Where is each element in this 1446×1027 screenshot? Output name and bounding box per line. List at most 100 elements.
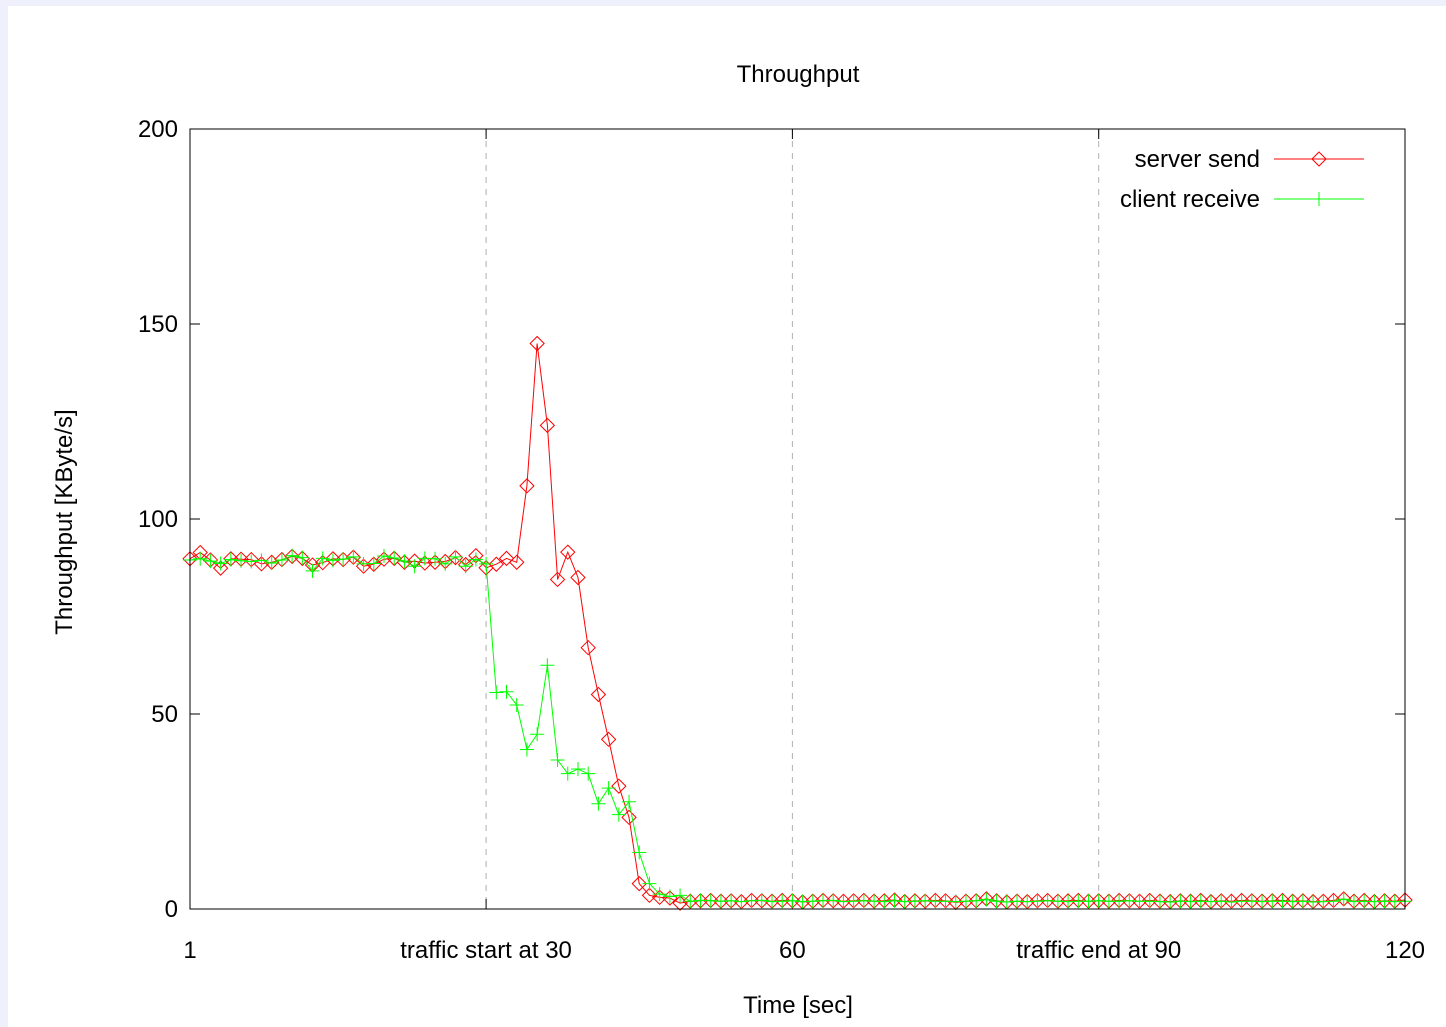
data-point-marker <box>581 766 596 781</box>
data-point-marker <box>570 761 585 776</box>
series-line <box>189 555 1406 903</box>
data-point-marker <box>877 894 892 909</box>
chart-canvas: Throughput Time [sec] Throughput [KByte/… <box>8 6 1446 1027</box>
data-point-marker <box>969 893 984 908</box>
data-point-marker <box>549 571 566 588</box>
data-point-marker <box>499 684 514 699</box>
data-point-marker <box>754 893 769 908</box>
data-point-marker <box>1312 192 1326 206</box>
data-point-marker <box>683 894 698 909</box>
data-point-marker <box>632 845 647 860</box>
y-axis-label: Throughput [KByte/s] <box>51 409 78 634</box>
data-point-marker <box>244 554 259 569</box>
data-point-marker <box>223 552 238 567</box>
data-point-marker <box>345 549 362 565</box>
data-point-marker <box>498 550 515 567</box>
data-point-marker <box>560 544 576 560</box>
data-point-marker <box>611 807 626 822</box>
data-point-marker <box>999 894 1014 909</box>
data-point-marker <box>264 556 279 571</box>
data-point-marker <box>346 549 361 564</box>
data-point-marker <box>1214 894 1229 909</box>
data-point-marker <box>887 893 902 908</box>
data-point-marker <box>284 548 300 565</box>
data-point-marker <box>580 639 596 656</box>
data-point-marker <box>315 551 330 566</box>
data-point-marker <box>448 549 463 564</box>
data-point-marker <box>428 551 443 566</box>
y-tick-label: 100 <box>138 506 178 533</box>
y-tick-label: 150 <box>138 311 178 338</box>
data-point-marker <box>825 893 841 909</box>
data-point-marker <box>468 552 483 567</box>
data-point-marker <box>254 553 269 568</box>
throughput-chart: Throughput Time [sec] Throughput [KByte/… <box>51 61 1425 1019</box>
data-point-marker <box>458 559 473 574</box>
data-point-marker <box>611 778 627 794</box>
x-tick-label: 120 <box>1385 937 1425 964</box>
y-tick-label: 200 <box>138 116 178 143</box>
data-point-marker <box>641 887 658 904</box>
data-point-marker <box>489 685 504 700</box>
series-line <box>189 343 1406 904</box>
data-point-marker <box>387 551 402 565</box>
data-point-marker <box>203 554 218 569</box>
data-point-marker <box>1336 892 1351 907</box>
data-point-marker <box>325 553 340 568</box>
data-point-marker <box>407 559 422 574</box>
data-point-marker <box>447 549 464 566</box>
data-point-marker <box>734 894 749 909</box>
data-point-marker <box>488 556 505 572</box>
data-point-marker <box>193 551 208 566</box>
data-point-marker <box>540 658 555 673</box>
data-point-marker <box>274 552 289 567</box>
data-point-marker <box>1326 894 1341 909</box>
data-point-marker <box>1224 894 1239 909</box>
x-axis-label: Time [sec] <box>743 992 853 1019</box>
data-point-marker <box>673 888 688 903</box>
data-point-marker <box>560 766 575 781</box>
series-0 <box>182 335 1413 911</box>
data-point-marker <box>785 893 800 908</box>
data-point-marker <box>305 563 320 578</box>
data-point-marker <box>1311 151 1327 167</box>
data-point-marker <box>509 698 524 713</box>
data-point-marker <box>590 686 607 703</box>
data-point-marker <box>652 887 667 902</box>
data-point-marker <box>519 478 535 494</box>
data-point-marker <box>234 553 249 568</box>
x-tick-label: traffic start at 30 <box>400 937 572 964</box>
data-point-marker <box>376 549 391 564</box>
data-point-marker <box>826 893 841 908</box>
data-point-marker <box>397 554 412 569</box>
x-tick-label: 60 <box>779 937 806 964</box>
y-tick-label: 0 <box>165 896 178 923</box>
legend-label: client receive <box>1120 186 1260 213</box>
plot-frame <box>189 128 1406 910</box>
data-point-marker <box>591 796 606 811</box>
data-point-marker <box>366 556 381 571</box>
data-point-marker <box>601 781 616 796</box>
data-point-marker <box>989 894 1004 909</box>
data-point-marker <box>631 875 647 892</box>
data-point-marker <box>213 556 228 571</box>
data-point-marker <box>438 556 453 571</box>
grid-lines <box>485 129 1100 909</box>
data-point-marker <box>212 560 229 576</box>
legend: server send client receive <box>1120 146 1364 213</box>
data-point-marker <box>724 893 739 908</box>
data-point-marker <box>509 554 525 570</box>
data-point-marker <box>529 335 545 352</box>
data-point-marker <box>622 794 637 809</box>
legend-label: server send <box>1135 146 1260 173</box>
chart-title: Throughput <box>737 61 860 88</box>
data-point-marker <box>1163 894 1178 909</box>
data-point-marker <box>530 727 545 742</box>
data-point-marker <box>570 569 586 586</box>
data-point-marker <box>295 550 310 565</box>
data-point-marker <box>754 893 770 909</box>
data-point-marker <box>479 556 494 571</box>
data-point-marker <box>642 876 657 891</box>
x-tick-label: traffic end at 90 <box>1016 937 1181 964</box>
series-layer <box>182 335 1413 911</box>
